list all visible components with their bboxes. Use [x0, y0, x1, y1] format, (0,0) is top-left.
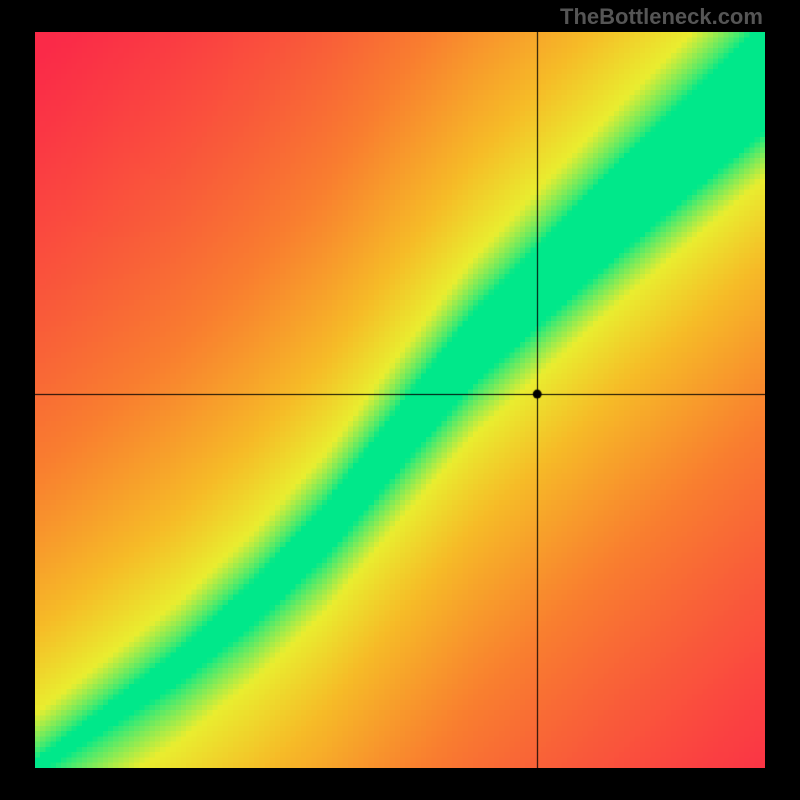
bottleneck-heatmap [35, 32, 765, 768]
chart-container: TheBottleneck.com [0, 0, 800, 800]
watermark-text: TheBottleneck.com [560, 4, 763, 30]
